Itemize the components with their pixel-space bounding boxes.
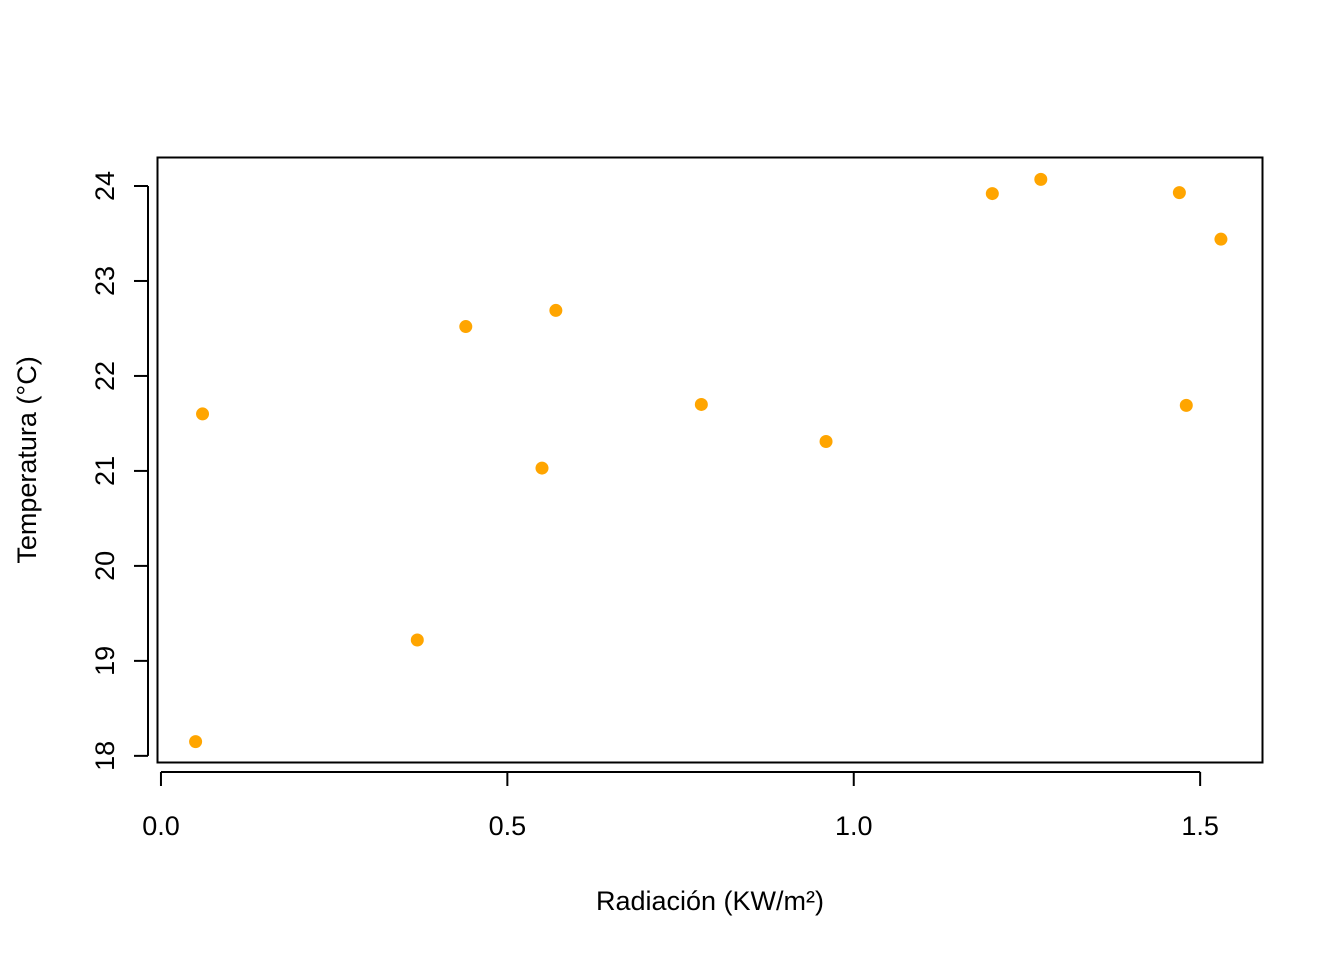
x-axis-title: Radiación (KW/m²) [596, 886, 824, 916]
y-tick-label: 23 [90, 266, 120, 296]
y-axis-title: Temperatura (°C) [12, 356, 42, 563]
y-axis: 18 19 20 21 22 23 24 [90, 171, 149, 771]
data-points [189, 172, 1228, 749]
data-point [549, 303, 563, 317]
y-tick-label: 24 [90, 171, 120, 201]
data-point [410, 633, 424, 647]
x-tick-label: 1.5 [1181, 811, 1219, 841]
data-point [189, 735, 203, 749]
data-point [459, 320, 473, 334]
data-point [819, 434, 833, 448]
data-point [1179, 398, 1193, 412]
data-point [1214, 232, 1228, 246]
y-tick-label: 18 [90, 741, 120, 771]
y-tick-label: 21 [90, 456, 120, 486]
data-point [535, 461, 549, 475]
data-point [694, 397, 708, 411]
data-point [1034, 172, 1048, 186]
x-tick-label: 0.0 [142, 811, 180, 841]
x-axis: 0.0 0.5 1.0 1.5 [142, 771, 1219, 841]
y-tick-label: 22 [90, 361, 120, 391]
data-point [196, 407, 210, 421]
y-tick-label: 19 [90, 646, 120, 676]
data-point [1172, 186, 1186, 200]
plot-frame [156, 156, 1264, 764]
x-tick-label: 1.0 [835, 811, 873, 841]
x-tick-label: 0.5 [489, 811, 527, 841]
data-point [985, 187, 999, 201]
y-tick-label: 20 [90, 551, 120, 581]
